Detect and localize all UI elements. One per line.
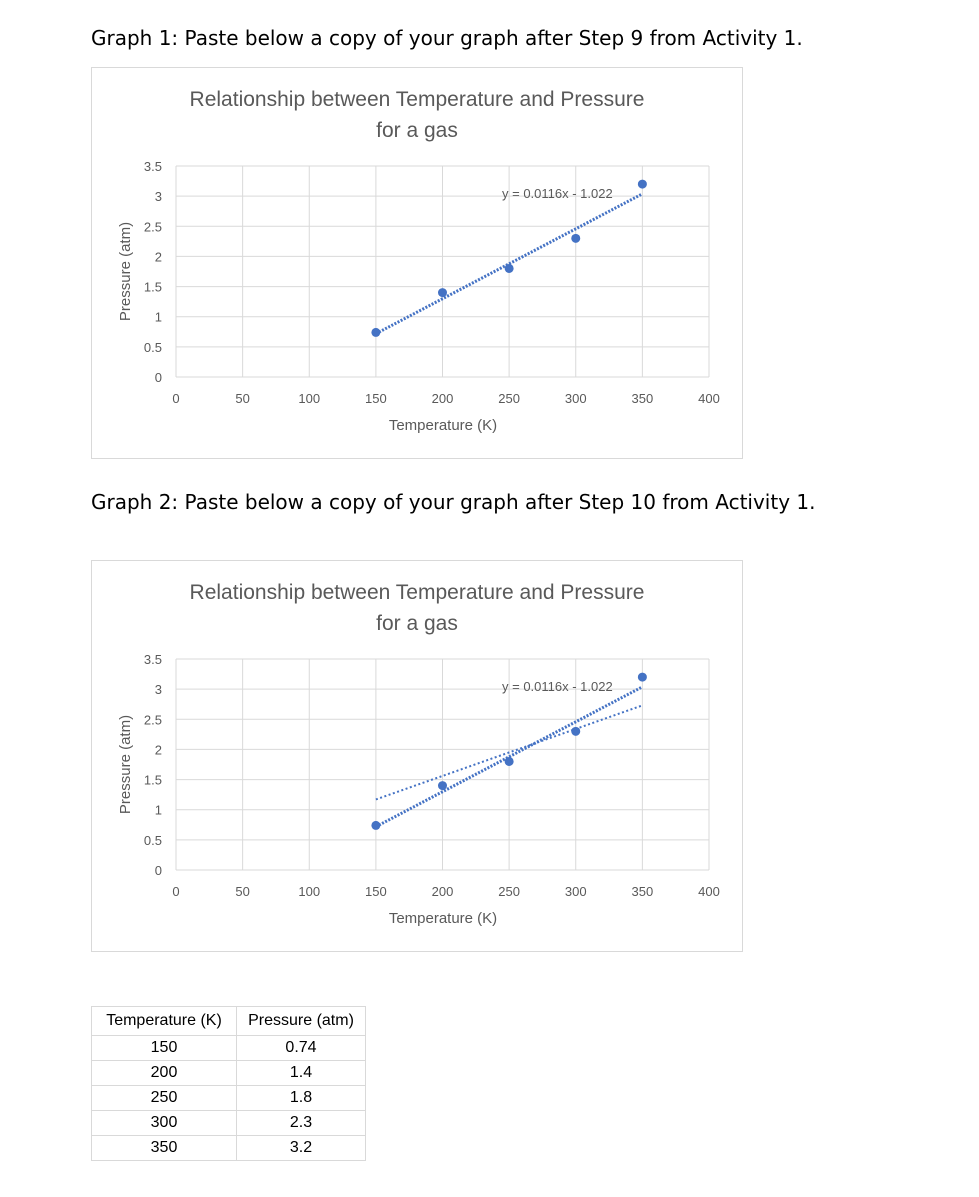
y-tick-label: 0.5	[144, 833, 162, 848]
x-tick-label: 150	[365, 884, 387, 899]
trendline-equation: y = 0.0116x - 1.022	[502, 186, 613, 201]
table-row: 150 0.74	[91, 1035, 366, 1061]
graph2-heading: Graph 2: Paste below a copy of your grap…	[91, 490, 816, 514]
x-tick-label: 400	[698, 884, 720, 899]
chart-title-line1: Relationship between Temperature and Pre…	[190, 88, 645, 111]
trendline-secondary	[375, 704, 643, 801]
y-axis-label: Pressure (atm)	[117, 222, 134, 321]
trendline-linear	[375, 192, 644, 336]
table-header-pressure: Pressure (atm)	[236, 1006, 366, 1036]
x-tick-label: 100	[298, 884, 320, 899]
y-tick-label: 0	[155, 863, 162, 878]
y-tick-label: 2.5	[144, 219, 162, 234]
y-tick-label: 3	[155, 189, 162, 204]
data-point	[504, 756, 514, 766]
x-tick-label: 300	[565, 391, 587, 406]
y-tick-label: 2.5	[144, 712, 162, 727]
y-tick-label: 3.5	[144, 159, 162, 174]
table-cell-temperature: 150	[91, 1035, 237, 1061]
y-tick-label: 2	[155, 249, 162, 264]
chart-title-line2: for a gas	[376, 612, 458, 635]
y-tick-label: 3.5	[144, 652, 162, 667]
y-tick-label: 0.5	[144, 340, 162, 355]
x-tick-label: 200	[432, 391, 454, 406]
table-cell-pressure: 3.2	[236, 1135, 366, 1161]
table-row: 350 3.2	[91, 1135, 366, 1161]
y-axis-label: Pressure (atm)	[117, 715, 134, 814]
y-tick-label: 1	[155, 310, 162, 325]
chart-1-svg: Relationship between Temperature and Pre…	[117, 88, 720, 434]
table-cell-temperature: 200	[91, 1060, 237, 1086]
x-axis-label: Temperature (K)	[389, 910, 497, 927]
table-row: 300 2.3	[91, 1110, 366, 1136]
data-point	[371, 820, 381, 830]
x-tick-label: 0	[172, 391, 179, 406]
table-cell-temperature: 250	[91, 1085, 237, 1111]
data-point	[571, 233, 581, 243]
x-tick-label: 0	[172, 884, 179, 899]
x-axis-label: Temperature (K)	[389, 417, 497, 434]
data-table: Temperature (K) Pressure (atm) 150 0.74 …	[91, 1006, 366, 1161]
y-tick-label: 1	[155, 803, 162, 818]
x-tick-label: 100	[298, 391, 320, 406]
x-tick-label: 300	[565, 884, 587, 899]
chart-title-line2: for a gas	[376, 119, 458, 142]
table-row: 200 1.4	[91, 1060, 366, 1086]
x-tick-label: 50	[235, 391, 249, 406]
x-tick-label: 250	[498, 391, 520, 406]
data-point	[637, 672, 647, 682]
table-cell-temperature: 350	[91, 1135, 237, 1161]
table-cell-pressure: 1.4	[236, 1060, 366, 1086]
data-point	[504, 263, 514, 273]
chart-title-line1: Relationship between Temperature and Pre…	[190, 581, 645, 604]
y-tick-label: 1.5	[144, 773, 162, 788]
y-tick-label: 3	[155, 682, 162, 697]
table-header-row: Temperature (K) Pressure (atm)	[91, 1006, 366, 1036]
data-point	[571, 726, 581, 736]
y-tick-label: 1.5	[144, 280, 162, 295]
y-tick-label: 2	[155, 742, 162, 757]
chart-2-svg: Relationship between Temperature and Pre…	[117, 581, 720, 927]
table-cell-temperature: 300	[91, 1110, 237, 1136]
data-point	[637, 179, 647, 189]
data-point	[438, 288, 447, 298]
chart-2: Relationship between Temperature and Pre…	[91, 560, 743, 952]
table-cell-pressure: 1.8	[236, 1085, 366, 1111]
table-cell-pressure: 2.3	[236, 1110, 366, 1136]
trendline-equation: y = 0.0116x - 1.022	[502, 679, 613, 694]
x-tick-label: 50	[235, 884, 249, 899]
x-tick-label: 350	[632, 884, 654, 899]
x-tick-label: 350	[632, 391, 654, 406]
chart-1: Relationship between Temperature and Pre…	[91, 67, 743, 459]
table-header-temperature: Temperature (K)	[91, 1006, 237, 1036]
trendline-linear	[375, 685, 644, 829]
graph1-heading: Graph 1: Paste below a copy of your grap…	[91, 26, 803, 50]
x-tick-label: 200	[432, 884, 454, 899]
data-point	[371, 327, 381, 337]
data-point	[438, 781, 447, 791]
table-row: 250 1.8	[91, 1085, 366, 1111]
table-cell-pressure: 0.74	[236, 1035, 366, 1061]
y-tick-label: 0	[155, 370, 162, 385]
x-tick-label: 400	[698, 391, 720, 406]
x-tick-label: 150	[365, 391, 387, 406]
x-tick-label: 250	[498, 884, 520, 899]
